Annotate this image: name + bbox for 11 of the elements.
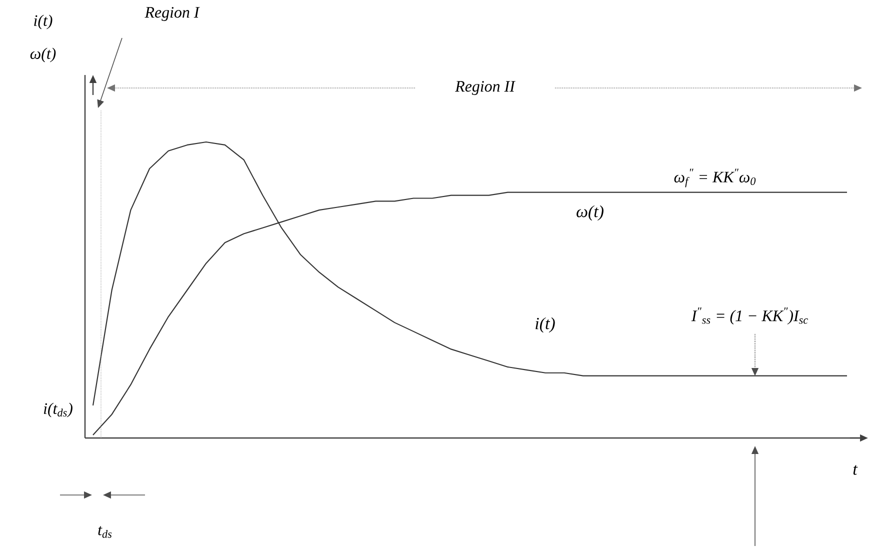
- text: i(t): [34, 14, 52, 30]
- x-axis-title: t: [853, 465, 858, 475]
- text: ω(t): [30, 48, 56, 62]
- text: Region II: [455, 81, 516, 95]
- text: t$_{ds}$: [98, 526, 112, 538]
- annotation: I$^{″}$$_{ss}$ = (1 − KK$^{″}$)I$_{sc}$: [691, 308, 808, 324]
- annotation: ω$_{f}$$^{″}$ = KK$^{″}$ω$_{0}$: [674, 168, 756, 188]
- text: Region I: [144, 7, 200, 21]
- text: i(t): [536, 317, 555, 333]
- series-label: ω(t): [576, 205, 604, 221]
- text: i(t$_{ds}$): [44, 402, 72, 418]
